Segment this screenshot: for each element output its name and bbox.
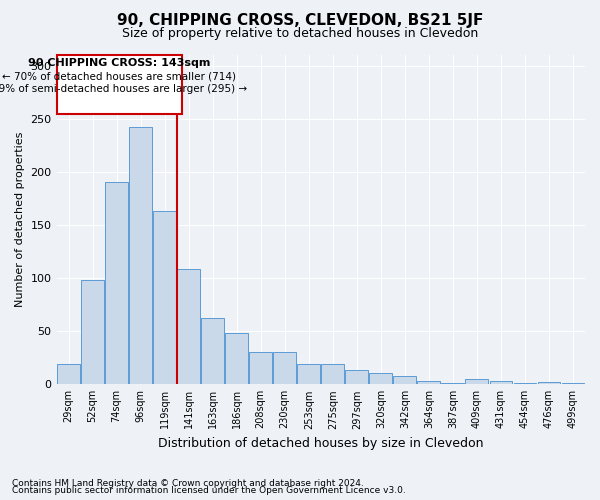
Bar bbox=[225, 334, 248, 384]
Bar bbox=[250, 352, 272, 384]
Bar bbox=[322, 364, 344, 384]
Bar bbox=[129, 127, 152, 384]
Bar bbox=[274, 352, 296, 384]
X-axis label: Distribution of detached houses by size in Clevedon: Distribution of detached houses by size … bbox=[158, 437, 484, 450]
Text: Contains public sector information licensed under the Open Government Licence v3: Contains public sector information licen… bbox=[12, 486, 406, 495]
Text: ← 70% of detached houses are smaller (714): ← 70% of detached houses are smaller (71… bbox=[2, 72, 236, 82]
Bar bbox=[201, 318, 224, 384]
Bar bbox=[442, 383, 464, 384]
Bar bbox=[514, 383, 536, 384]
Text: Contains HM Land Registry data © Crown copyright and database right 2024.: Contains HM Land Registry data © Crown c… bbox=[12, 478, 364, 488]
Text: 29% of semi-detached houses are larger (295) →: 29% of semi-detached houses are larger (… bbox=[0, 84, 247, 94]
Bar bbox=[153, 211, 176, 384]
Bar bbox=[346, 370, 368, 384]
Bar bbox=[394, 376, 416, 384]
Text: 90, CHIPPING CROSS, CLEVEDON, BS21 5JF: 90, CHIPPING CROSS, CLEVEDON, BS21 5JF bbox=[117, 12, 483, 28]
Bar bbox=[418, 381, 440, 384]
Bar bbox=[562, 383, 584, 384]
Bar bbox=[370, 372, 392, 384]
Text: Size of property relative to detached houses in Clevedon: Size of property relative to detached ho… bbox=[122, 28, 478, 40]
Bar bbox=[105, 182, 128, 384]
Bar bbox=[57, 364, 80, 384]
Bar bbox=[81, 280, 104, 384]
Bar bbox=[538, 382, 560, 384]
Bar bbox=[298, 364, 320, 384]
Text: 90 CHIPPING CROSS: 143sqm: 90 CHIPPING CROSS: 143sqm bbox=[28, 58, 211, 68]
Bar bbox=[177, 268, 200, 384]
Bar bbox=[466, 379, 488, 384]
Bar bbox=[490, 381, 512, 384]
Y-axis label: Number of detached properties: Number of detached properties bbox=[15, 132, 25, 308]
